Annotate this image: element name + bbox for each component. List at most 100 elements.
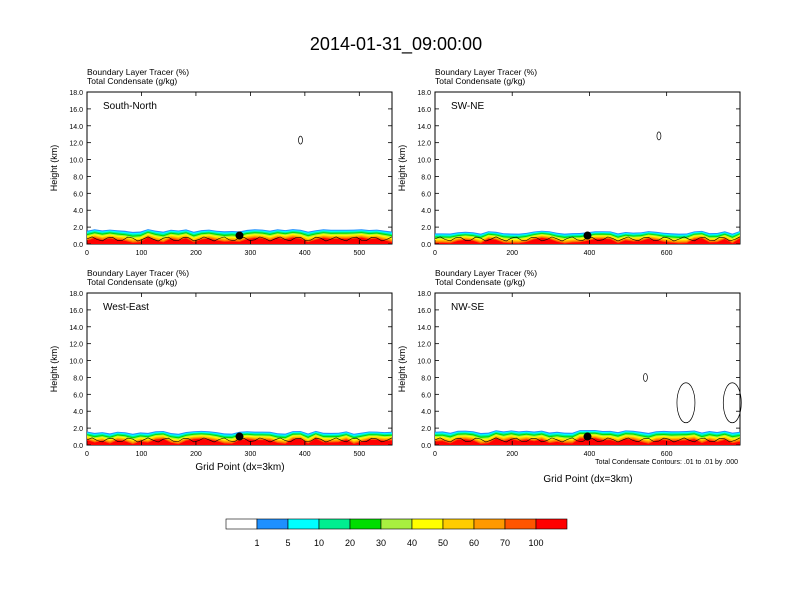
colorbar-label: 20: [345, 538, 355, 548]
x-axis-label-left: Grid Point (dx=3km): [195, 462, 284, 473]
y-tick-label: 8.0: [73, 174, 83, 181]
y-tick-label: 10.0: [417, 158, 431, 165]
colorbar-swatch: [411, 518, 444, 530]
x-tick-label: 600: [661, 451, 673, 458]
tracer-band-9: [87, 237, 392, 244]
y-tick-label: 10.0: [417, 359, 431, 366]
colorbar-swatch: [473, 518, 506, 530]
location-marker: [235, 432, 244, 441]
panel-header-line2: Total Condensate (g/kg): [435, 76, 525, 86]
cloud-contour: [722, 382, 742, 424]
x-tick-label: 200: [506, 250, 518, 257]
y-tick-label: 12.0: [69, 342, 83, 349]
x-tick-label: 200: [506, 451, 518, 458]
x-tick-label: 400: [584, 250, 596, 257]
x-tick-label: 300: [245, 451, 257, 458]
contour-note: Total Condensate Contours: .01 to .01 by…: [595, 459, 738, 466]
location-marker: [235, 231, 244, 240]
tracer-band-9: [87, 438, 392, 445]
panel-south-north: Boundary Layer Tracer (%)Total Condensat…: [49, 67, 393, 257]
colorbar-swatch: [225, 518, 258, 530]
panel-name-label: South-North: [103, 101, 157, 112]
colorbar-label: 1: [254, 538, 259, 548]
tracer-band-9: [435, 237, 740, 244]
colorbar-label: 5: [285, 538, 290, 548]
x-tick-label: 500: [353, 250, 365, 257]
panel-header-line1: Boundary Layer Tracer (%): [87, 268, 189, 278]
y-axis-label: Height (km): [397, 145, 407, 192]
x-tick-label: 300: [245, 250, 257, 257]
panel-header-line2: Total Condensate (g/kg): [435, 277, 525, 287]
x-tick-label: 100: [136, 250, 148, 257]
y-tick-label: 4.0: [73, 208, 83, 215]
plot-frame: [86, 292, 393, 446]
location-marker: [583, 231, 592, 240]
cloud-contour: [656, 131, 662, 141]
colorbar-label: 10: [314, 538, 324, 548]
y-tick-label: 18.0: [417, 291, 431, 298]
colorbar-swatch: [442, 518, 475, 530]
x-tick-label: 100: [136, 451, 148, 458]
y-tick-label: 12.0: [417, 141, 431, 148]
y-tick-label: 16.0: [417, 107, 431, 114]
colorbar-label: 100: [528, 538, 543, 548]
y-tick-label: 14.0: [417, 124, 431, 131]
y-tick-label: 2.0: [73, 426, 83, 433]
colorbar-label: 50: [438, 538, 448, 548]
colorbar-swatch: [318, 518, 351, 530]
panel-nw-se: Boundary Layer Tracer (%)Total Condensat…: [397, 268, 742, 458]
x-tick-label: 0: [433, 451, 437, 458]
y-tick-label: 10.0: [69, 359, 83, 366]
colorbar-swatch: [504, 518, 537, 530]
y-tick-label: 2.0: [73, 225, 83, 232]
y-tick-label: 14.0: [69, 325, 83, 332]
y-tick-label: 4.0: [421, 208, 431, 215]
x-tick-label: 500: [353, 451, 365, 458]
panel-name-label: NW-SE: [451, 302, 484, 313]
y-tick-label: 8.0: [73, 375, 83, 382]
cloud-contour: [676, 382, 696, 424]
panel-header-line1: Boundary Layer Tracer (%): [435, 67, 537, 77]
x-tick-label: 400: [299, 250, 311, 257]
y-tick-label: 0.0: [421, 443, 431, 450]
cloud-contour: [298, 135, 303, 145]
colorbar-label: 40: [407, 538, 417, 548]
y-tick-label: 0.0: [73, 242, 83, 249]
colorbar-label: 70: [500, 538, 510, 548]
colorbar-swatch: [380, 518, 413, 530]
y-tick-label: 8.0: [421, 174, 431, 181]
x-tick-label: 600: [661, 250, 673, 257]
colorbar-swatch: [287, 518, 320, 530]
y-axis-label: Height (km): [397, 346, 407, 393]
x-tick-label: 0: [85, 451, 89, 458]
x-tick-label: 0: [433, 250, 437, 257]
y-axis-label: Height (km): [49, 145, 59, 192]
panel-header-line2: Total Condensate (g/kg): [87, 277, 177, 287]
y-tick-label: 12.0: [69, 141, 83, 148]
x-axis-label-right: Grid Point (dx=3km): [543, 474, 632, 485]
y-tick-label: 16.0: [417, 308, 431, 315]
colorbar-swatch: [256, 518, 289, 530]
x-tick-label: 200: [190, 250, 202, 257]
panel-west-east: Boundary Layer Tracer (%)Total Condensat…: [49, 268, 393, 458]
y-tick-label: 6.0: [421, 191, 431, 198]
x-tick-label: 400: [299, 451, 311, 458]
y-tick-label: 14.0: [417, 325, 431, 332]
plot-frame: [434, 91, 741, 245]
colorbar-swatch: [535, 518, 568, 530]
panels: Boundary Layer Tracer (%)Total Condensat…: [49, 67, 742, 458]
colorbar-swatch: [349, 518, 382, 530]
colorbar-label: 60: [469, 538, 479, 548]
y-tick-label: 6.0: [73, 392, 83, 399]
colorbar-label: 30: [376, 538, 386, 548]
y-tick-label: 2.0: [421, 426, 431, 433]
panel-name-label: West-East: [103, 302, 149, 313]
y-tick-label: 16.0: [69, 308, 83, 315]
y-tick-label: 18.0: [69, 90, 83, 97]
y-tick-label: 14.0: [69, 124, 83, 131]
tracer-band-9: [435, 438, 740, 445]
location-marker: [583, 432, 592, 441]
y-tick-label: 4.0: [73, 409, 83, 416]
figure-title: 2014-01-31_09:00:00: [310, 34, 482, 55]
